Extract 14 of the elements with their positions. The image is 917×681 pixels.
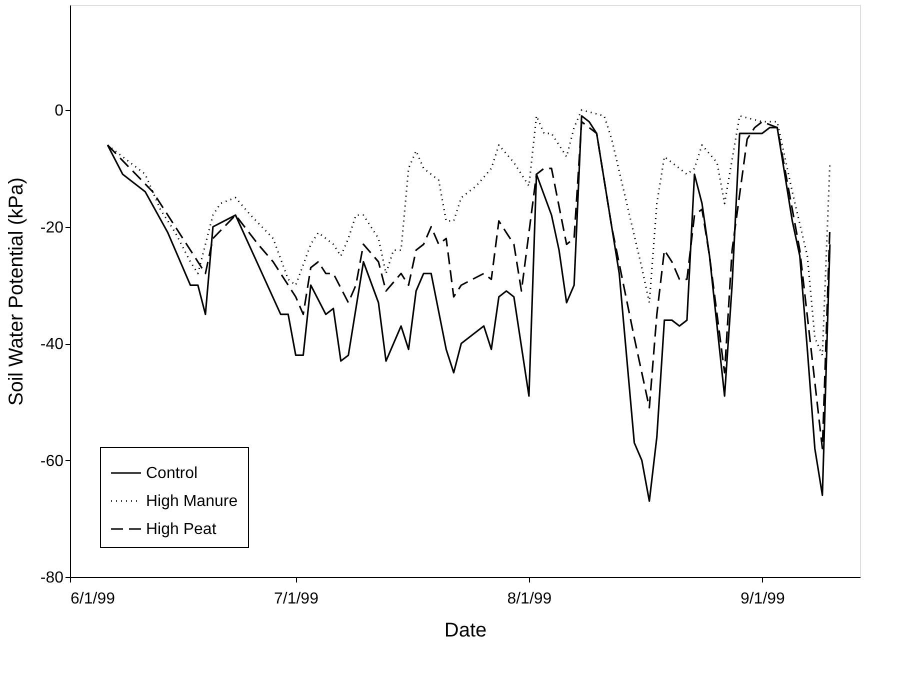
x-axis-title: Date — [444, 620, 487, 642]
y-axis-title: Soil Water Potential (kPa) — [5, 177, 28, 406]
x-tick-label: 6/1/99 — [70, 590, 116, 608]
y-tick-label: 0 — [54, 102, 64, 120]
y-tick-label: -20 — [40, 219, 64, 236]
y-tick-label: -80 — [40, 570, 64, 586]
legend-label: High Peat — [146, 521, 217, 538]
y-tick-label: -60 — [40, 452, 64, 470]
x-tick-label: 8/1/99 — [507, 590, 552, 608]
x-tick-label: 7/1/99 — [274, 590, 319, 608]
legend-label: High Manure — [146, 493, 238, 510]
legend-label: Control — [146, 465, 198, 482]
x-tick-label: 9/1/99 — [740, 590, 786, 608]
y-tick-label: -40 — [40, 336, 64, 354]
